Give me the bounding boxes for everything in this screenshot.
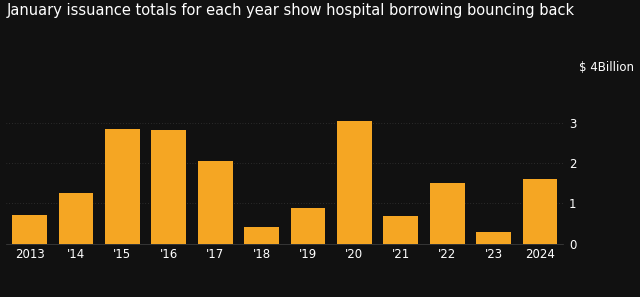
Bar bbox=[523, 179, 557, 244]
Bar bbox=[59, 193, 93, 244]
Bar bbox=[476, 232, 511, 244]
Bar bbox=[244, 227, 279, 244]
Bar bbox=[291, 208, 325, 244]
Bar bbox=[430, 183, 465, 244]
Bar bbox=[198, 161, 232, 244]
Bar bbox=[383, 216, 418, 244]
Bar bbox=[12, 215, 47, 244]
Text: January issuance totals for each year show hospital borrowing bouncing back: January issuance totals for each year sh… bbox=[6, 3, 575, 18]
Bar bbox=[105, 129, 140, 244]
Bar bbox=[152, 130, 186, 244]
Bar bbox=[337, 121, 372, 244]
Text: $ 4Billion: $ 4Billion bbox=[579, 61, 634, 74]
